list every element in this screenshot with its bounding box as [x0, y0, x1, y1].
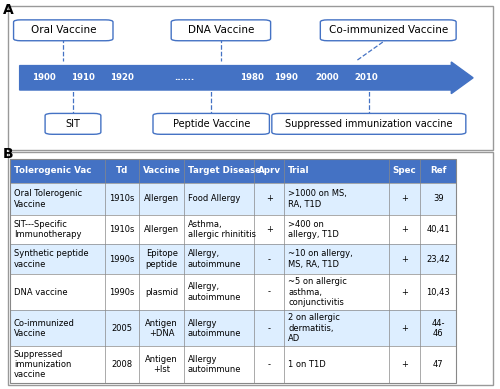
Text: +: +	[401, 287, 408, 296]
Text: Td: Td	[116, 166, 128, 175]
FancyBboxPatch shape	[10, 310, 456, 346]
Text: 2005: 2005	[112, 324, 132, 333]
Text: +: +	[266, 194, 273, 203]
Text: DNA vaccine: DNA vaccine	[14, 287, 68, 296]
Text: 2 on allergic
dermatitis,
AD: 2 on allergic dermatitis, AD	[288, 314, 340, 343]
Text: 1920: 1920	[110, 73, 134, 82]
Text: 1990: 1990	[274, 73, 298, 82]
Text: 1 on T1D: 1 on T1D	[288, 360, 326, 369]
Text: Antigen
+Ist: Antigen +Ist	[146, 355, 178, 374]
FancyBboxPatch shape	[10, 274, 456, 310]
Text: +: +	[401, 324, 408, 333]
Text: +: +	[266, 225, 273, 234]
FancyBboxPatch shape	[320, 20, 456, 41]
FancyBboxPatch shape	[153, 114, 270, 134]
Text: B: B	[2, 147, 14, 161]
Text: Peptide Vaccine: Peptide Vaccine	[172, 119, 250, 129]
Text: 2000: 2000	[316, 73, 340, 82]
Text: Allergy
autoimmune: Allergy autoimmune	[188, 355, 242, 374]
Text: Suppressed immunization vaccine: Suppressed immunization vaccine	[285, 119, 452, 129]
Text: ~5 on allergic
asthma,
conjunctivitis: ~5 on allergic asthma, conjunctivitis	[288, 277, 347, 307]
Text: DNA Vaccine: DNA Vaccine	[188, 25, 254, 35]
Text: Allergen: Allergen	[144, 194, 180, 203]
FancyBboxPatch shape	[10, 346, 456, 382]
Text: Synthetic peptide
vaccine: Synthetic peptide vaccine	[14, 249, 88, 269]
Text: 1990s: 1990s	[110, 287, 134, 296]
FancyBboxPatch shape	[10, 159, 456, 183]
Text: Vaccine: Vaccine	[143, 166, 180, 175]
Text: Trial: Trial	[288, 166, 310, 175]
Text: 1910s: 1910s	[110, 194, 134, 203]
Text: Spec: Spec	[392, 166, 416, 175]
FancyBboxPatch shape	[10, 183, 456, 215]
FancyBboxPatch shape	[272, 114, 466, 134]
Text: Asthma,
allergic rhinititis: Asthma, allergic rhinititis	[188, 220, 256, 239]
Text: 23,42: 23,42	[426, 255, 450, 264]
Text: -: -	[268, 324, 271, 333]
Text: ......: ......	[174, 73, 195, 82]
Text: 2008: 2008	[112, 360, 132, 369]
FancyBboxPatch shape	[171, 20, 270, 41]
Text: +: +	[401, 255, 408, 264]
Text: Co-immunized Vaccine: Co-immunized Vaccine	[328, 25, 448, 35]
Text: 47: 47	[433, 360, 444, 369]
Text: SIT---Specific
Immunotherapy: SIT---Specific Immunotherapy	[14, 220, 82, 239]
Text: +: +	[401, 194, 408, 203]
Text: 40,41: 40,41	[426, 225, 450, 234]
Text: Tolerogenic Vac: Tolerogenic Vac	[14, 166, 92, 175]
Text: >400 on
allergy, T1D: >400 on allergy, T1D	[288, 220, 339, 239]
FancyBboxPatch shape	[14, 20, 113, 41]
Text: plasmid: plasmid	[145, 287, 178, 296]
Text: SIT: SIT	[66, 119, 80, 129]
Text: 1990s: 1990s	[110, 255, 134, 264]
Text: 44-
46: 44- 46	[432, 319, 445, 338]
Text: Epitope
peptide: Epitope peptide	[146, 249, 178, 269]
Text: 1900: 1900	[32, 73, 56, 82]
Text: Allergy,
autoimmune: Allergy, autoimmune	[188, 249, 242, 269]
FancyBboxPatch shape	[45, 114, 101, 134]
Text: A: A	[2, 3, 14, 17]
Text: Suppressed
immunization
vaccine: Suppressed immunization vaccine	[14, 350, 71, 379]
Text: Food Allergy: Food Allergy	[188, 194, 240, 203]
Text: Oral Vaccine: Oral Vaccine	[30, 25, 96, 35]
Text: 10,43: 10,43	[426, 287, 450, 296]
Text: -: -	[268, 287, 271, 296]
Text: Allergen: Allergen	[144, 225, 180, 234]
Text: ~10 on allergy,
MS, RA, T1D: ~10 on allergy, MS, RA, T1D	[288, 249, 353, 269]
Text: Antigen
+DNA: Antigen +DNA	[146, 319, 178, 338]
FancyArrow shape	[20, 62, 473, 94]
Text: Allergy,
autoimmune: Allergy, autoimmune	[188, 282, 242, 302]
Text: 1980: 1980	[240, 73, 264, 82]
Text: +: +	[401, 360, 408, 369]
Text: Oral Tolerogenic
Vaccine: Oral Tolerogenic Vaccine	[14, 189, 82, 209]
Text: Ref: Ref	[430, 166, 446, 175]
Text: -: -	[268, 360, 271, 369]
Text: Co-immunized
Vaccine: Co-immunized Vaccine	[14, 319, 74, 338]
Text: Allergy
autoimmune: Allergy autoimmune	[188, 319, 242, 338]
Text: -: -	[268, 255, 271, 264]
Text: Target Disease: Target Disease	[188, 166, 261, 175]
Text: 2010: 2010	[354, 73, 378, 82]
Text: +: +	[401, 225, 408, 234]
Text: Aprv: Aprv	[258, 166, 281, 175]
Text: >1000 on MS,
RA, T1D: >1000 on MS, RA, T1D	[288, 189, 347, 209]
Text: 1910s: 1910s	[110, 225, 134, 234]
FancyBboxPatch shape	[10, 215, 456, 244]
Text: 1910: 1910	[70, 73, 94, 82]
FancyBboxPatch shape	[10, 244, 456, 274]
Text: 39: 39	[433, 194, 444, 203]
